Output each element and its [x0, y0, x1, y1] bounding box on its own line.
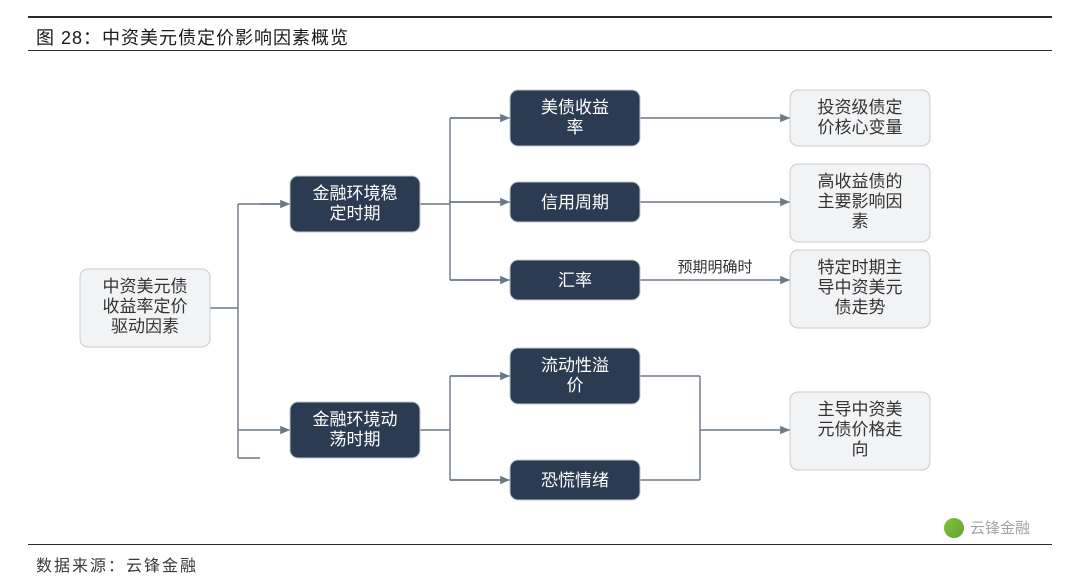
- flowchart: 预期明确时 中资美元债 收益率定价 驱动因素 金融环境稳 定时期 金融环境动 荡…: [0, 60, 1080, 540]
- svg-text:金融环境稳: 金融环境稳: [313, 184, 398, 203]
- svg-text:价核心变量: 价核心变量: [818, 118, 903, 137]
- svg-text:信用周期: 信用周期: [541, 193, 609, 212]
- figure-title: 图 28：中资美元债定价影响因素概览: [36, 24, 349, 50]
- svg-text:美债收益: 美债收益: [541, 98, 609, 117]
- svg-text:主导中资美: 主导中资美: [818, 400, 903, 419]
- svg-text:投资级债定: 投资级债定: [818, 98, 903, 117]
- node-d4: 主导中资美 元债价格走 向: [790, 392, 930, 470]
- node-c4: 流动性溢 价: [510, 348, 640, 404]
- watermark: 云锋金融: [944, 517, 1030, 538]
- svg-text:汇率: 汇率: [558, 271, 592, 290]
- wechat-icon: [944, 518, 964, 538]
- svg-text:素: 素: [852, 212, 869, 231]
- node-c2: 信用周期: [510, 182, 640, 222]
- node-c1: 美债收益 率: [510, 90, 640, 146]
- svg-text:定时期: 定时期: [330, 204, 381, 223]
- svg-text:荡时期: 荡时期: [330, 430, 381, 449]
- node-d1: 投资级债定 价核心变量: [790, 90, 930, 146]
- node-root: 中资美元债 收益率定价 驱动因素: [80, 269, 210, 347]
- node-b1: 金融环境稳 定时期: [290, 176, 420, 232]
- svg-text:导中资美元: 导中资美元: [818, 278, 903, 297]
- svg-text:向: 向: [852, 440, 869, 459]
- svg-text:金融环境动: 金融环境动: [313, 410, 398, 429]
- svg-text:流动性溢: 流动性溢: [541, 356, 609, 375]
- svg-text:特定时期主: 特定时期主: [818, 258, 903, 277]
- svg-text:恐慌情绪: 恐慌情绪: [541, 471, 609, 490]
- node-d2: 高收益债的 主要影响因 素: [790, 164, 930, 242]
- node-c5: 恐慌情绪: [510, 460, 640, 500]
- svg-text:价: 价: [567, 376, 584, 395]
- node-c3: 汇率: [510, 260, 640, 300]
- svg-text:债走势: 债走势: [835, 298, 886, 317]
- node-d3: 特定时期主 导中资美元 债走势: [790, 250, 930, 328]
- svg-text:中资美元债: 中资美元债: [103, 277, 188, 296]
- source-label: 数据来源：云锋金融: [36, 552, 198, 576]
- svg-text:率: 率: [567, 118, 584, 137]
- node-b2: 金融环境动 荡时期: [290, 402, 420, 458]
- svg-text:元债价格走: 元债价格走: [818, 420, 903, 439]
- svg-text:高收益债的: 高收益债的: [818, 172, 903, 191]
- watermark-text: 云锋金融: [970, 517, 1030, 538]
- svg-text:主要影响因: 主要影响因: [818, 192, 903, 211]
- svg-text:驱动因素: 驱动因素: [111, 317, 179, 336]
- svg-text:收益率定价: 收益率定价: [103, 297, 188, 316]
- edge-label-c3: 预期明确时: [677, 259, 752, 276]
